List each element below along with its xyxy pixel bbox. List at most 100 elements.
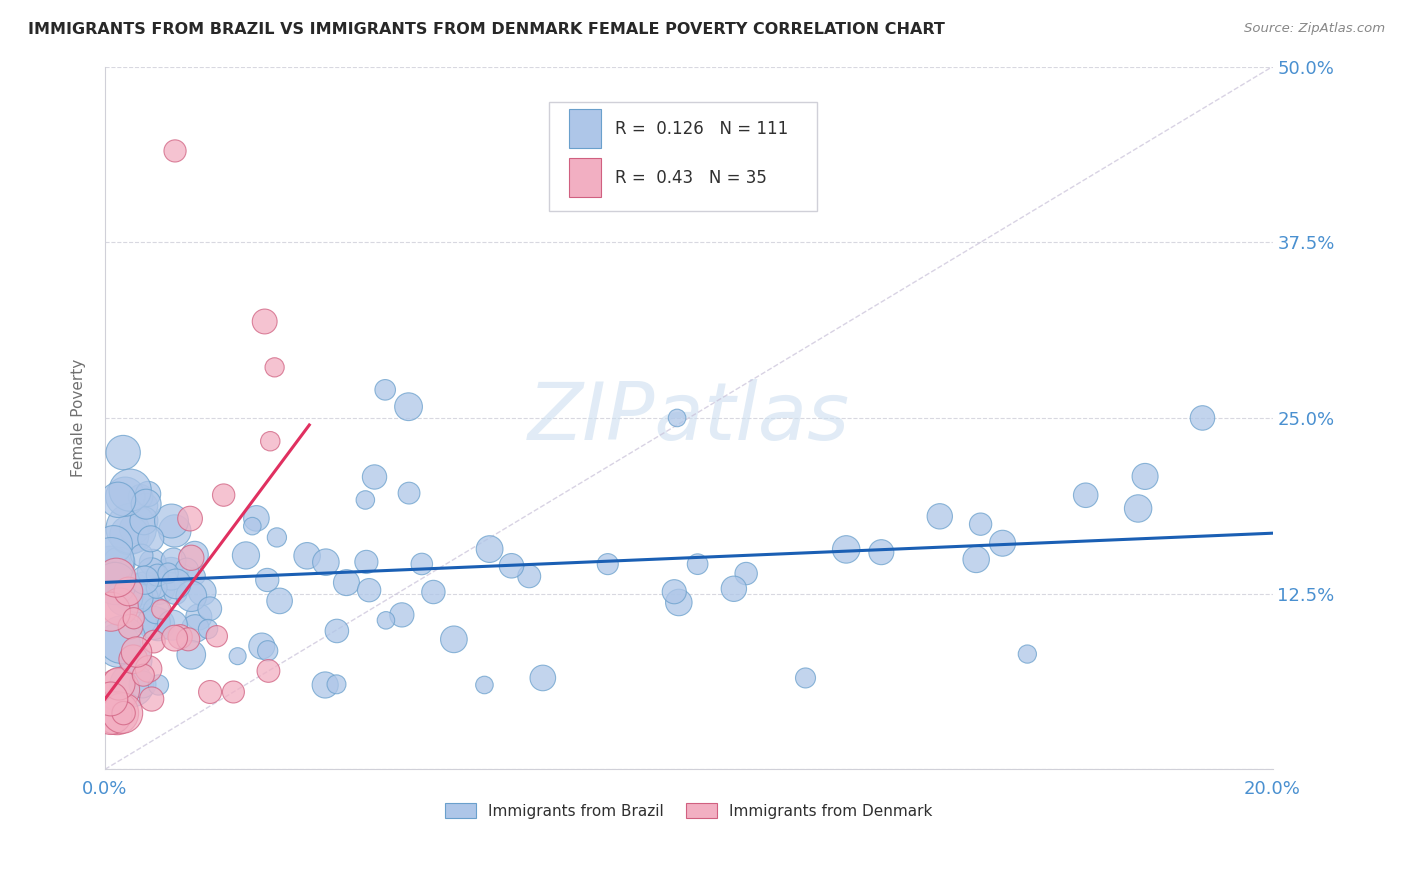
Point xyxy=(146,568,169,582)
Point xyxy=(162,553,184,567)
Point xyxy=(794,671,817,685)
Point xyxy=(735,566,758,581)
Point xyxy=(163,144,186,158)
Point xyxy=(398,486,420,500)
Point xyxy=(240,519,263,533)
Point xyxy=(245,511,267,525)
Point xyxy=(411,557,433,571)
Point xyxy=(132,668,155,682)
FancyBboxPatch shape xyxy=(568,158,602,197)
FancyBboxPatch shape xyxy=(568,110,602,148)
Point xyxy=(422,585,444,599)
Point xyxy=(148,678,170,692)
Point xyxy=(162,618,184,632)
Point xyxy=(136,487,159,501)
Point xyxy=(870,545,893,559)
Point xyxy=(108,556,131,570)
Point xyxy=(198,601,221,615)
Point xyxy=(145,603,167,617)
Point xyxy=(131,677,153,691)
Point xyxy=(723,582,745,596)
Point xyxy=(666,411,689,425)
Point xyxy=(139,532,162,546)
Point xyxy=(100,554,122,568)
Point xyxy=(354,492,377,507)
Point xyxy=(374,383,396,397)
Point xyxy=(132,614,155,628)
Point xyxy=(146,617,169,632)
Point xyxy=(686,557,709,571)
Point xyxy=(120,619,142,633)
Point xyxy=(1191,411,1213,425)
Point xyxy=(107,682,129,697)
Point xyxy=(108,599,131,614)
Point xyxy=(150,602,173,616)
Point xyxy=(160,566,183,581)
Point xyxy=(180,550,202,565)
Point xyxy=(374,613,396,627)
Point xyxy=(1133,469,1156,483)
Point xyxy=(121,585,143,599)
Point xyxy=(120,483,142,498)
Point xyxy=(198,685,221,699)
Point xyxy=(103,537,125,551)
Point xyxy=(163,631,186,645)
Point xyxy=(134,591,156,606)
Point xyxy=(100,605,122,619)
Point xyxy=(197,622,219,636)
Point xyxy=(235,549,257,563)
Point xyxy=(134,499,156,513)
Point xyxy=(928,509,950,524)
Point xyxy=(263,360,285,375)
Text: IMMIGRANTS FROM BRAZIL VS IMMIGRANTS FROM DENMARK FEMALE POVERTY CORRELATION CHA: IMMIGRANTS FROM BRAZIL VS IMMIGRANTS FRO… xyxy=(28,22,945,37)
Point xyxy=(991,536,1014,550)
Point xyxy=(253,314,276,328)
Point xyxy=(177,632,200,647)
Point xyxy=(184,548,207,562)
Point xyxy=(191,584,214,599)
Point xyxy=(134,573,156,587)
Point xyxy=(180,648,202,662)
Point xyxy=(443,632,465,647)
Point xyxy=(176,563,198,577)
Text: R =  0.43   N = 35: R = 0.43 N = 35 xyxy=(616,169,768,186)
Point xyxy=(129,490,152,504)
Point xyxy=(325,677,347,691)
Point xyxy=(142,634,165,648)
Point xyxy=(134,581,156,595)
Point xyxy=(184,622,207,636)
Point xyxy=(226,649,249,664)
Point xyxy=(187,610,209,624)
Point xyxy=(391,607,413,622)
Point xyxy=(105,706,128,720)
Point xyxy=(107,638,129,652)
Point xyxy=(222,685,245,699)
Point xyxy=(163,524,186,538)
Point xyxy=(114,591,136,605)
Point xyxy=(127,591,149,606)
Point xyxy=(596,557,619,571)
Point xyxy=(100,570,122,584)
Point xyxy=(135,497,157,511)
Text: ZIPatlas: ZIPatlas xyxy=(527,379,849,457)
Point xyxy=(266,530,288,544)
Point xyxy=(335,575,357,590)
Point xyxy=(314,678,336,692)
Point xyxy=(121,678,143,692)
Point xyxy=(169,630,191,644)
Point xyxy=(835,542,858,557)
Text: Source: ZipAtlas.com: Source: ZipAtlas.com xyxy=(1244,22,1385,36)
Point xyxy=(105,571,128,585)
Point xyxy=(257,664,280,678)
Point xyxy=(501,558,523,573)
Legend: Immigrants from Brazil, Immigrants from Denmark: Immigrants from Brazil, Immigrants from … xyxy=(439,797,939,825)
Point xyxy=(114,490,136,504)
Point xyxy=(122,652,145,666)
Point xyxy=(969,517,991,532)
FancyBboxPatch shape xyxy=(548,102,817,211)
Point xyxy=(100,692,122,706)
Y-axis label: Female Poverty: Female Poverty xyxy=(72,359,86,477)
Text: R =  0.126   N = 111: R = 0.126 N = 111 xyxy=(616,120,789,137)
Point xyxy=(107,677,129,691)
Point xyxy=(157,566,180,581)
